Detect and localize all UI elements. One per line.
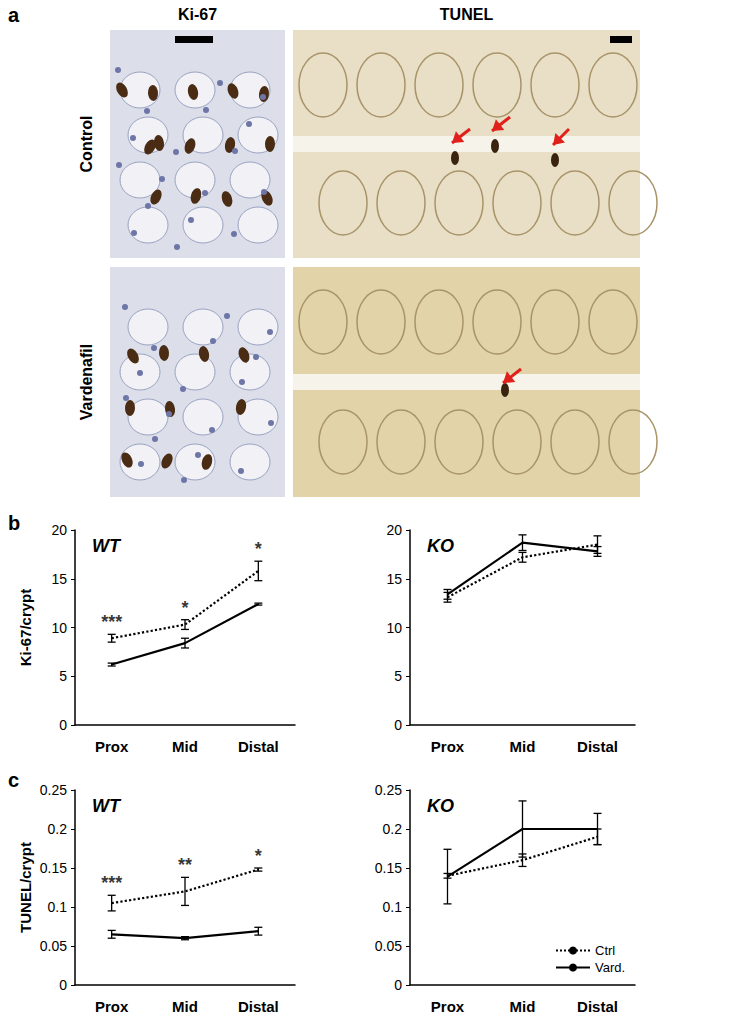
svg-text:*: * [255,539,262,559]
svg-text:10: 10 [51,620,67,636]
svg-text:a: a [8,4,20,26]
svg-text:0.2: 0.2 [383,821,403,837]
svg-text:*: * [181,598,188,618]
svg-text:0.25: 0.25 [375,782,402,798]
svg-text:WT: WT [92,536,122,556]
svg-text:KO: KO [427,536,454,556]
svg-text:20: 20 [386,522,402,538]
svg-text:Ki-67/crypt: Ki-67/crypt [17,589,34,667]
svg-text:0.05: 0.05 [375,938,402,954]
svg-text:0.05: 0.05 [40,938,67,954]
svg-text:0: 0 [394,717,402,733]
svg-text:0.25: 0.25 [40,782,67,798]
svg-text:KO: KO [427,796,454,816]
svg-text:Ctrl: Ctrl [595,943,615,958]
svg-text:b: b [8,512,20,534]
svg-text:TUNEL: TUNEL [440,6,494,23]
svg-text:Mid: Mid [172,998,198,1015]
svg-text:10: 10 [386,620,402,636]
svg-text:TUNEL/crypt: TUNEL/crypt [17,842,34,933]
svg-text:0: 0 [59,717,67,733]
svg-text:0.15: 0.15 [375,860,402,876]
svg-text:*: * [255,846,262,866]
svg-text:**: ** [178,855,192,875]
svg-text:Mid: Mid [510,738,536,755]
svg-text:Vardenafil: Vardenafil [78,344,95,420]
svg-text:***: *** [101,873,122,893]
svg-text:***: *** [101,612,122,632]
svg-text:0.1: 0.1 [48,899,68,915]
svg-text:Prox: Prox [95,998,129,1015]
svg-text:Distal: Distal [238,998,279,1015]
svg-text:WT: WT [92,796,122,816]
svg-text:Vard.: Vard. [595,960,625,975]
svg-text:Ki-67: Ki-67 [178,6,217,23]
svg-text:Mid: Mid [510,998,536,1015]
svg-text:Distal: Distal [577,998,618,1015]
svg-text:c: c [8,769,19,791]
svg-text:20: 20 [51,522,67,538]
svg-text:Mid: Mid [172,738,198,755]
svg-text:Prox: Prox [431,998,465,1015]
svg-text:5: 5 [394,668,402,684]
svg-text:Distal: Distal [577,738,618,755]
svg-text:15: 15 [386,571,402,587]
svg-text:0.15: 0.15 [40,860,67,876]
svg-text:Control: Control [78,116,95,173]
svg-text:Distal: Distal [238,738,279,755]
svg-text:Prox: Prox [95,738,129,755]
svg-text:0: 0 [59,977,67,993]
svg-text:0.2: 0.2 [48,821,68,837]
svg-text:15: 15 [51,571,67,587]
svg-text:5: 5 [59,668,67,684]
svg-text:0.1: 0.1 [383,899,403,915]
svg-text:Prox: Prox [431,738,465,755]
svg-text:0: 0 [394,977,402,993]
